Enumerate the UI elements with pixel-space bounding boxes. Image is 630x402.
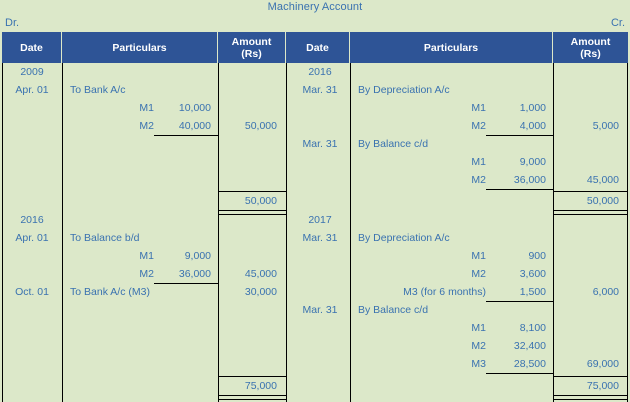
credit-b1-sub1-label-1: M2	[471, 120, 486, 132]
credit-b2-sub1-label-2: M3 (for 6 months)	[403, 286, 486, 298]
credit-b1-sub2-label-1: M2	[471, 174, 486, 186]
credit-b1-total-rule-top	[554, 191, 627, 192]
credit-b2-year: 2017	[308, 214, 332, 226]
debit-b2-year: 2016	[20, 214, 44, 226]
header-amount-credit: Amount (Rs)	[553, 32, 628, 63]
debit-b2-total-rule-bottom	[219, 395, 286, 400]
header-date-debit: Date	[2, 32, 62, 63]
debit-b2-particulars-1: To Balance b/d	[70, 232, 140, 244]
debit-b1-total: 50,000	[244, 195, 277, 207]
credit-b1-sub2-value-0: 9,000	[519, 156, 546, 168]
debit-b2-sub-value-0: 9,000	[184, 250, 211, 262]
header-amount-debit: Amount (Rs)	[218, 32, 286, 63]
debit-b1-date: Apr. 01	[15, 84, 49, 96]
credit-b2-particulars-2: By Balance c/d	[358, 304, 429, 316]
credit-b1-date-1: Mar. 31	[302, 84, 338, 96]
credit-b2-amount-2: 69,000	[586, 358, 619, 370]
debit-b2-total-rule-top	[219, 376, 286, 377]
credit-b1-total-rule-bottom	[554, 210, 627, 215]
grid-line-particulars-amount-debit	[218, 63, 219, 402]
grid-line-particulars-amount-credit	[553, 63, 554, 402]
credit-b1-sub1-value-0: 1,000	[519, 102, 546, 114]
header-amount-credit-line1: Amount	[570, 35, 611, 48]
header-amount-debit-line1: Amount	[231, 35, 272, 48]
credit-b1-amount-2: 45,000	[586, 174, 619, 186]
debit-b2-sub-label-0: M1	[139, 250, 154, 262]
grid-line-right-edge	[627, 63, 628, 402]
credit-b2-sub2-label-2: M3	[471, 358, 486, 370]
debit-b1-sub-value-0: 10,000	[178, 102, 211, 114]
credit-b2-total: 75,000	[586, 380, 619, 392]
credit-b2-sub1-label-0: M1	[471, 250, 486, 262]
debit-b2-date-2: Oct. 01	[15, 286, 49, 298]
debit-b2-date-1: Apr. 01	[15, 232, 49, 244]
credit-b2-date-2: Mar. 31	[302, 304, 338, 316]
debit-b2-total: 75,000	[244, 380, 277, 392]
debit-b1-amount: 50,000	[244, 120, 277, 132]
debit-b2-amount-2: 30,000	[244, 286, 277, 298]
debit-b1-total-rule-top	[219, 191, 286, 192]
header-date-credit: Date	[286, 32, 350, 63]
debit-b2-sub-label-1: M2	[139, 268, 154, 280]
credit-b2-particulars-1: By Depreciation A/c	[358, 232, 450, 244]
credit-b2-sub1-value-0: 900	[528, 250, 546, 262]
credit-b2-sub1-value-1: 3,600	[519, 268, 546, 280]
credit-b2-total-rule-bottom	[554, 395, 627, 400]
debit-b2-particulars-2: To Bank A/c (M3)	[70, 286, 150, 298]
grid-line-amount-date	[286, 63, 287, 402]
credit-b2-sub2-label-0: M1	[471, 322, 486, 334]
table-header-row: Date Particulars Amount (Rs) Date Partic…	[2, 32, 628, 63]
credit-b1-subtotal-rule-2	[486, 189, 553, 190]
grid-line-left-edge	[2, 63, 3, 402]
credit-b2-subtotal-rule-1	[486, 301, 553, 302]
credit-b2-sub1-label-1: M2	[471, 268, 486, 280]
debit-b2-sub-value-1: 36,000	[178, 268, 211, 280]
credit-b1-sub2-value-1: 36,000	[513, 174, 546, 186]
debit-b1-sub-value-1: 40,000	[178, 120, 211, 132]
credit-b2-sub2-value-0: 8,100	[519, 322, 546, 334]
header-amount-credit-line2: (Rs)	[580, 47, 601, 60]
credit-b1-amount-1: 5,000	[592, 120, 619, 132]
credit-b2-sub1-value-2: 1,500	[519, 286, 546, 298]
debit-b2-amount-1: 45,000	[244, 268, 277, 280]
credit-b1-particulars-1: By Depreciation A/c	[358, 84, 450, 96]
credit-b1-subtotal-rule-1	[486, 135, 553, 136]
credit-b1-sub1-label-0: M1	[471, 102, 486, 114]
credit-b1-year: 2016	[308, 66, 332, 78]
credit-b2-amount-1: 6,000	[592, 286, 619, 298]
credit-b2-subtotal-rule-2	[486, 373, 553, 374]
credit-b1-total: 50,000	[586, 195, 619, 207]
header-amount-debit-line2: (Rs)	[241, 47, 262, 60]
debit-b1-particulars: To Bank A/c	[70, 84, 126, 96]
credit-b1-date-2: Mar. 31	[302, 138, 338, 150]
debit-b1-total-rule-bottom	[219, 210, 286, 215]
credit-b1-particulars-2: By Balance c/d	[358, 138, 429, 150]
grid-line-date-particulars-debit	[62, 63, 63, 402]
debit-b2-subtotal-rule	[154, 283, 218, 284]
debit-b1-year: 2009	[20, 66, 44, 78]
debit-b1-sub-label-1: M2	[139, 120, 154, 132]
credit-b1-sub2-label-0: M1	[471, 156, 486, 168]
debit-b1-subtotal-rule	[154, 135, 218, 136]
credit-b2-date-1: Mar. 31	[302, 232, 338, 244]
credit-b2-sub2-value-1: 32,400	[513, 340, 546, 352]
header-particulars-debit: Particulars	[62, 32, 218, 63]
table-body: 2009 Apr. 01 To Bank A/c M1 10,000 M2 40…	[2, 63, 628, 402]
debit-b1-sub-label-0: M1	[139, 102, 154, 114]
debit-side-label: Dr.	[5, 17, 20, 29]
credit-b2-total-rule-top	[554, 376, 627, 377]
credit-b2-sub2-label-1: M2	[471, 340, 486, 352]
grid-line-date-particulars-credit	[350, 63, 351, 402]
credit-b1-sub1-value-1: 4,000	[519, 120, 546, 132]
header-particulars-credit: Particulars	[350, 32, 553, 63]
page-title: Machinery Account	[267, 1, 363, 13]
credit-side-label: Cr.	[610, 17, 625, 29]
credit-b2-sub2-value-2: 28,500	[513, 358, 546, 370]
